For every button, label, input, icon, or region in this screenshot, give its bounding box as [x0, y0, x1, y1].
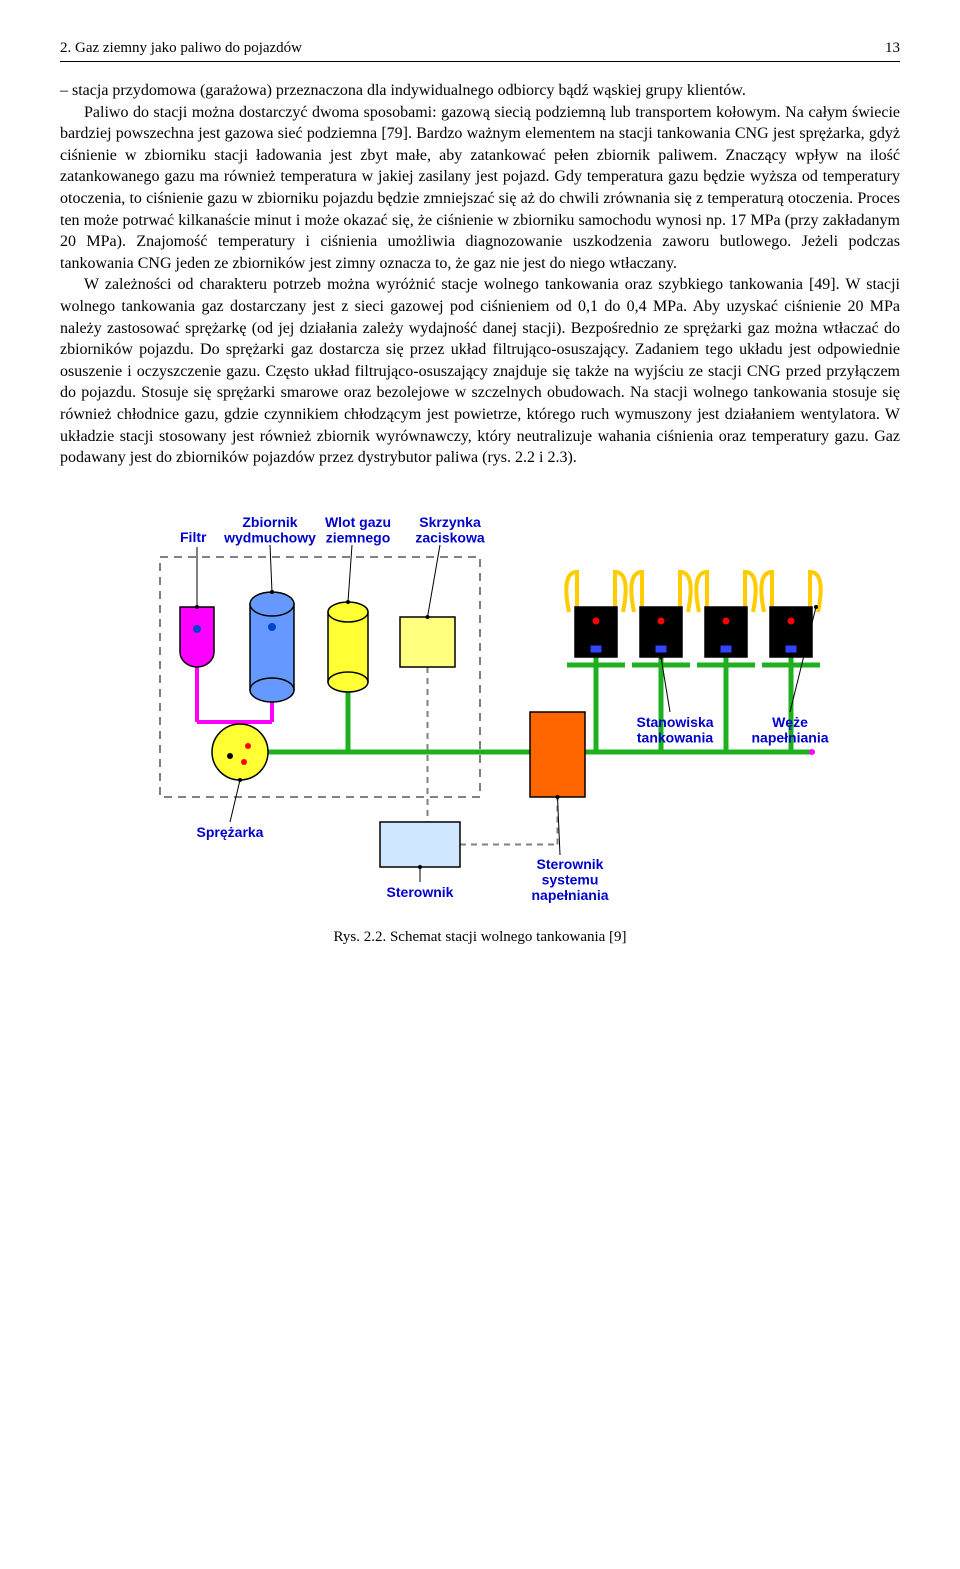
cng-station-diagram: FiltrZbiornikwydmuchowyWlot gazuziemnego… [130, 497, 830, 917]
running-title: 2. Gaz ziemny jako paliwo do pojazdów [60, 40, 302, 57]
svg-text:Stanowiskatankowania: Stanowiskatankowania [636, 714, 713, 745]
body-bullet: – stacja przydomowa (garażowa) przeznacz… [70, 80, 900, 102]
svg-text:Filtr: Filtr [180, 529, 207, 545]
svg-text:Sprężarka: Sprężarka [197, 824, 264, 840]
svg-text:Skrzynkazaciskowa: Skrzynkazaciskowa [415, 514, 484, 545]
svg-text:Sterownik: Sterownik [387, 884, 454, 900]
figure-caption: Rys. 2.2. Schemat stacji wolnego tankowa… [60, 929, 900, 946]
page-number: 13 [885, 40, 900, 57]
svg-text:Wlot gazuziemnego: Wlot gazuziemnego [325, 514, 391, 545]
body-paragraph-2: W zależności od charakteru potrzeb można… [60, 274, 900, 468]
header-divider [60, 61, 900, 62]
figure-2-2: FiltrZbiornikwydmuchowyWlot gazuziemnego… [60, 497, 900, 946]
svg-text:Sterowniksystemunapełniania: Sterowniksystemunapełniania [531, 856, 608, 903]
body-paragraph-1: Paliwo do stacji można dostarczyć dwoma … [60, 102, 900, 275]
